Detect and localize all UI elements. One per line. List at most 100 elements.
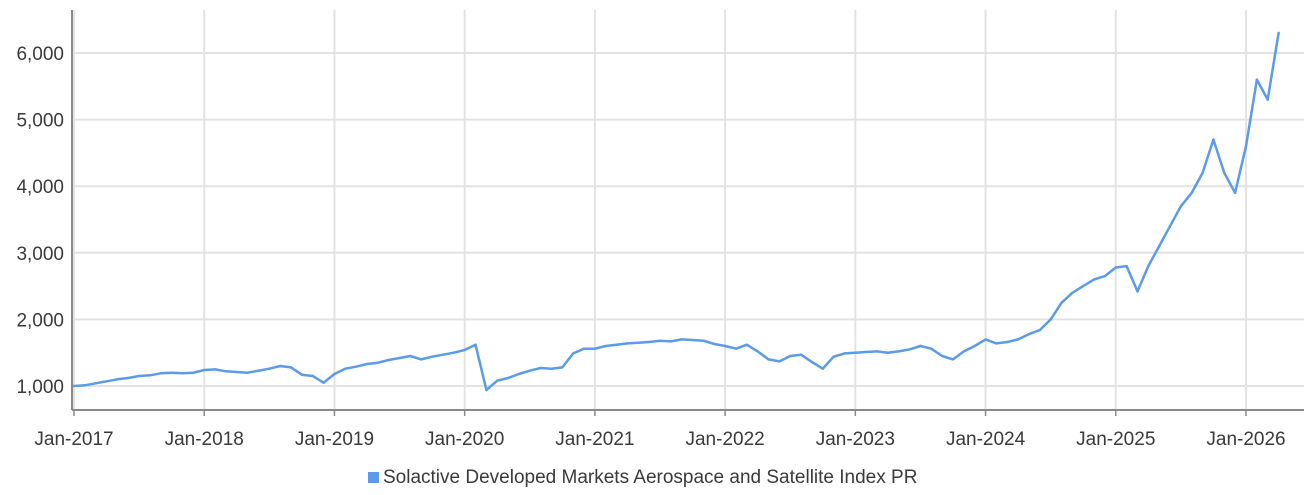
- x-tick-label: Jan-2024: [946, 429, 1026, 450]
- data-point: [279, 364, 282, 368]
- data-point: [1179, 205, 1183, 208]
- data-point: [658, 339, 662, 342]
- data-point: [452, 351, 455, 354]
- data-point: [810, 360, 814, 364]
- data-point: [148, 374, 152, 377]
- data-point: [1277, 31, 1280, 35]
- data-point: [1158, 244, 1161, 248]
- data-point: [626, 342, 629, 345]
- data-point: [582, 347, 586, 350]
- data-point: [1233, 191, 1237, 195]
- data-point: [832, 355, 835, 358]
- gridlines: [72, 10, 1304, 410]
- data-point: [289, 366, 293, 369]
- data-point: [778, 360, 781, 363]
- data-point: [496, 379, 499, 382]
- data-point: [647, 340, 651, 344]
- legend-label: Solactive Developed Markets Aerospace an…: [383, 467, 917, 488]
- data-point: [322, 381, 325, 384]
- data-point: [72, 384, 76, 388]
- data-point: [387, 358, 390, 362]
- legend-swatch: [368, 472, 379, 483]
- x-tick-label: Jan-2019: [295, 429, 374, 450]
- x-tick-label: Jan-2023: [816, 429, 895, 450]
- data-point: [485, 388, 488, 392]
- data-point: [1244, 145, 1248, 148]
- data-point: [550, 367, 553, 370]
- data-point: [224, 370, 228, 373]
- data-point: [1060, 301, 1063, 304]
- data-point: [973, 344, 976, 348]
- data-point: [170, 371, 173, 374]
- data-point: [593, 347, 597, 350]
- x-tick-label: Jan-2017: [34, 429, 113, 450]
- data-point: [713, 342, 716, 346]
- data-point: [604, 344, 607, 348]
- y-tick-label: 2,000: [16, 310, 64, 331]
- data-point: [1092, 278, 1096, 281]
- data-point: [506, 376, 510, 380]
- x-tick-label: Jan-2018: [165, 429, 244, 450]
- data-point: [257, 369, 260, 372]
- data-point: [430, 355, 434, 358]
- x-tick-label: Jan-2020: [425, 429, 504, 450]
- legend: Solactive Developed Markets Aerospace an…: [368, 467, 917, 488]
- data-point: [137, 374, 141, 378]
- data-point: [843, 352, 846, 355]
- data-point: [745, 343, 748, 346]
- data-point: [821, 367, 824, 370]
- data-point: [1190, 191, 1193, 195]
- x-tick-labels: Jan-2017 Jan-2018 Jan-2019 Jan-2020 Jan-2021…: [34, 429, 1285, 450]
- series-lines: [72, 31, 1280, 392]
- data-point: [962, 350, 966, 353]
- data-point: [1082, 284, 1085, 288]
- data-point: [561, 366, 564, 369]
- x-tick-label: Jan-2021: [555, 429, 634, 450]
- data-point: [354, 365, 358, 368]
- axes: [71, 10, 1304, 416]
- data-point: [789, 354, 792, 358]
- data-point: [127, 376, 130, 380]
- data-point: [886, 351, 890, 354]
- data-point: [930, 347, 933, 350]
- data-point: [951, 358, 955, 361]
- data-point: [1136, 290, 1139, 293]
- data-point: [669, 340, 673, 343]
- data-point: [995, 342, 998, 345]
- y-tick-label: 3,000: [16, 244, 64, 265]
- data-point: [116, 378, 119, 381]
- data-point: [409, 354, 412, 358]
- data-point: [919, 344, 922, 348]
- data-point: [908, 348, 911, 351]
- y-tick-label: 5,000: [16, 111, 64, 132]
- data-point: [539, 366, 542, 370]
- data-point: [300, 373, 304, 376]
- data-point: [246, 371, 249, 374]
- data-point: [83, 384, 87, 387]
- data-point: [734, 347, 738, 350]
- data-point: [1168, 225, 1172, 228]
- data-point: [897, 350, 900, 353]
- data-point: [1049, 318, 1052, 321]
- data-point: [680, 338, 683, 341]
- data-point: [105, 380, 108, 383]
- data-point: [1103, 274, 1107, 278]
- data-point: [203, 368, 206, 372]
- data-point: [474, 343, 477, 346]
- data-point: [333, 372, 336, 376]
- data-point: [723, 344, 727, 348]
- series-line: [72, 31, 1280, 392]
- data-point: [528, 369, 531, 372]
- data-point: [420, 358, 423, 361]
- data-point: [235, 370, 238, 374]
- data-point: [1255, 78, 1259, 81]
- data-point: [344, 367, 347, 370]
- y-tick-label: 6,000: [16, 44, 64, 65]
- data-point: [1027, 332, 1031, 336]
- data-point: [756, 350, 759, 353]
- x-tick-label: Jan-2026: [1206, 429, 1285, 450]
- data-point: [637, 341, 640, 344]
- data-point: [572, 352, 575, 355]
- data-point: [517, 372, 521, 376]
